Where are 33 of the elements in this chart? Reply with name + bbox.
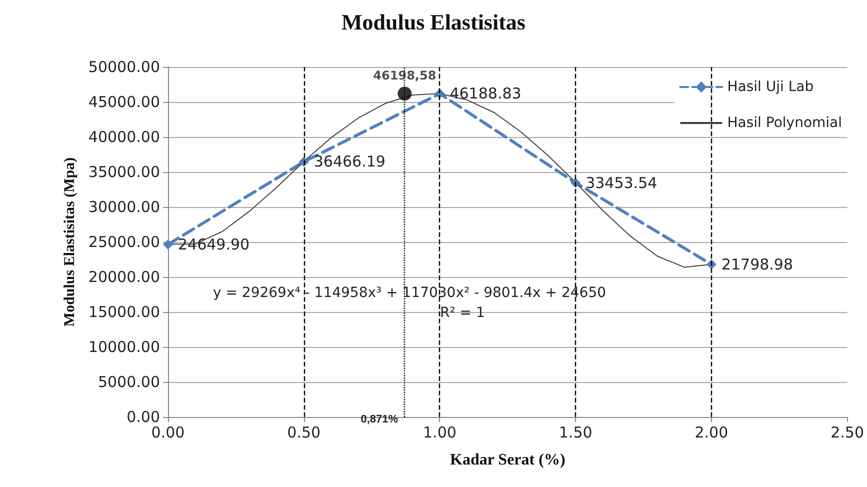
legend-label: Hasil Uji Lab <box>727 79 814 95</box>
y-tick-label: 15000.00 <box>88 303 160 321</box>
x-tick-label: 2.50 <box>830 424 864 442</box>
y-tick-label: 45000.00 <box>88 93 160 111</box>
y-tick-label: 40000.00 <box>88 128 160 146</box>
ref-line-label: 0,871% <box>360 414 398 426</box>
x-tick-label: 0.50 <box>287 424 321 442</box>
data-label: 36466.19 <box>314 152 386 171</box>
annotation: y = 29269x⁴ - 114958x³ + 117030x² - 9801.4x + 24650 <box>213 285 606 301</box>
x-tick-label: 1.00 <box>423 424 456 442</box>
y-tick-label: 20000.00 <box>88 268 160 286</box>
y-tick-label: 50000.00 <box>88 58 160 76</box>
x-tick-label: 1.50 <box>558 424 592 442</box>
legend-label: Hasil Polynomial <box>727 115 842 131</box>
y-tick-label: 10000.00 <box>88 338 160 356</box>
chart-title: Modulus Elastisitas <box>342 10 526 34</box>
data-label: 46198,58 <box>373 68 436 83</box>
point <box>163 239 173 250</box>
y-tick-label: 35000.00 <box>88 163 160 181</box>
data-label: 46188.83 <box>450 84 522 103</box>
y-tick-label: 30000.00 <box>88 198 160 216</box>
y-tick-label: 25000.00 <box>88 233 160 251</box>
data-label: 24649.90 <box>178 235 250 254</box>
y-tick-label: 5000.00 <box>98 373 160 391</box>
data-label: 21798.98 <box>721 255 794 274</box>
x-tick-label: 2.00 <box>694 424 728 442</box>
x-tick-label: 0.00 <box>151 424 185 442</box>
y-axis-title: Modulus Elastisitas (Mpa) <box>62 157 78 327</box>
point <box>398 86 412 101</box>
y-tick-label: 0.00 <box>126 408 160 426</box>
annotation: R² = 1 <box>440 305 485 321</box>
data-label: 33453.54 <box>586 174 658 192</box>
x-axis-title: Kadar Serat (%) <box>450 452 566 468</box>
